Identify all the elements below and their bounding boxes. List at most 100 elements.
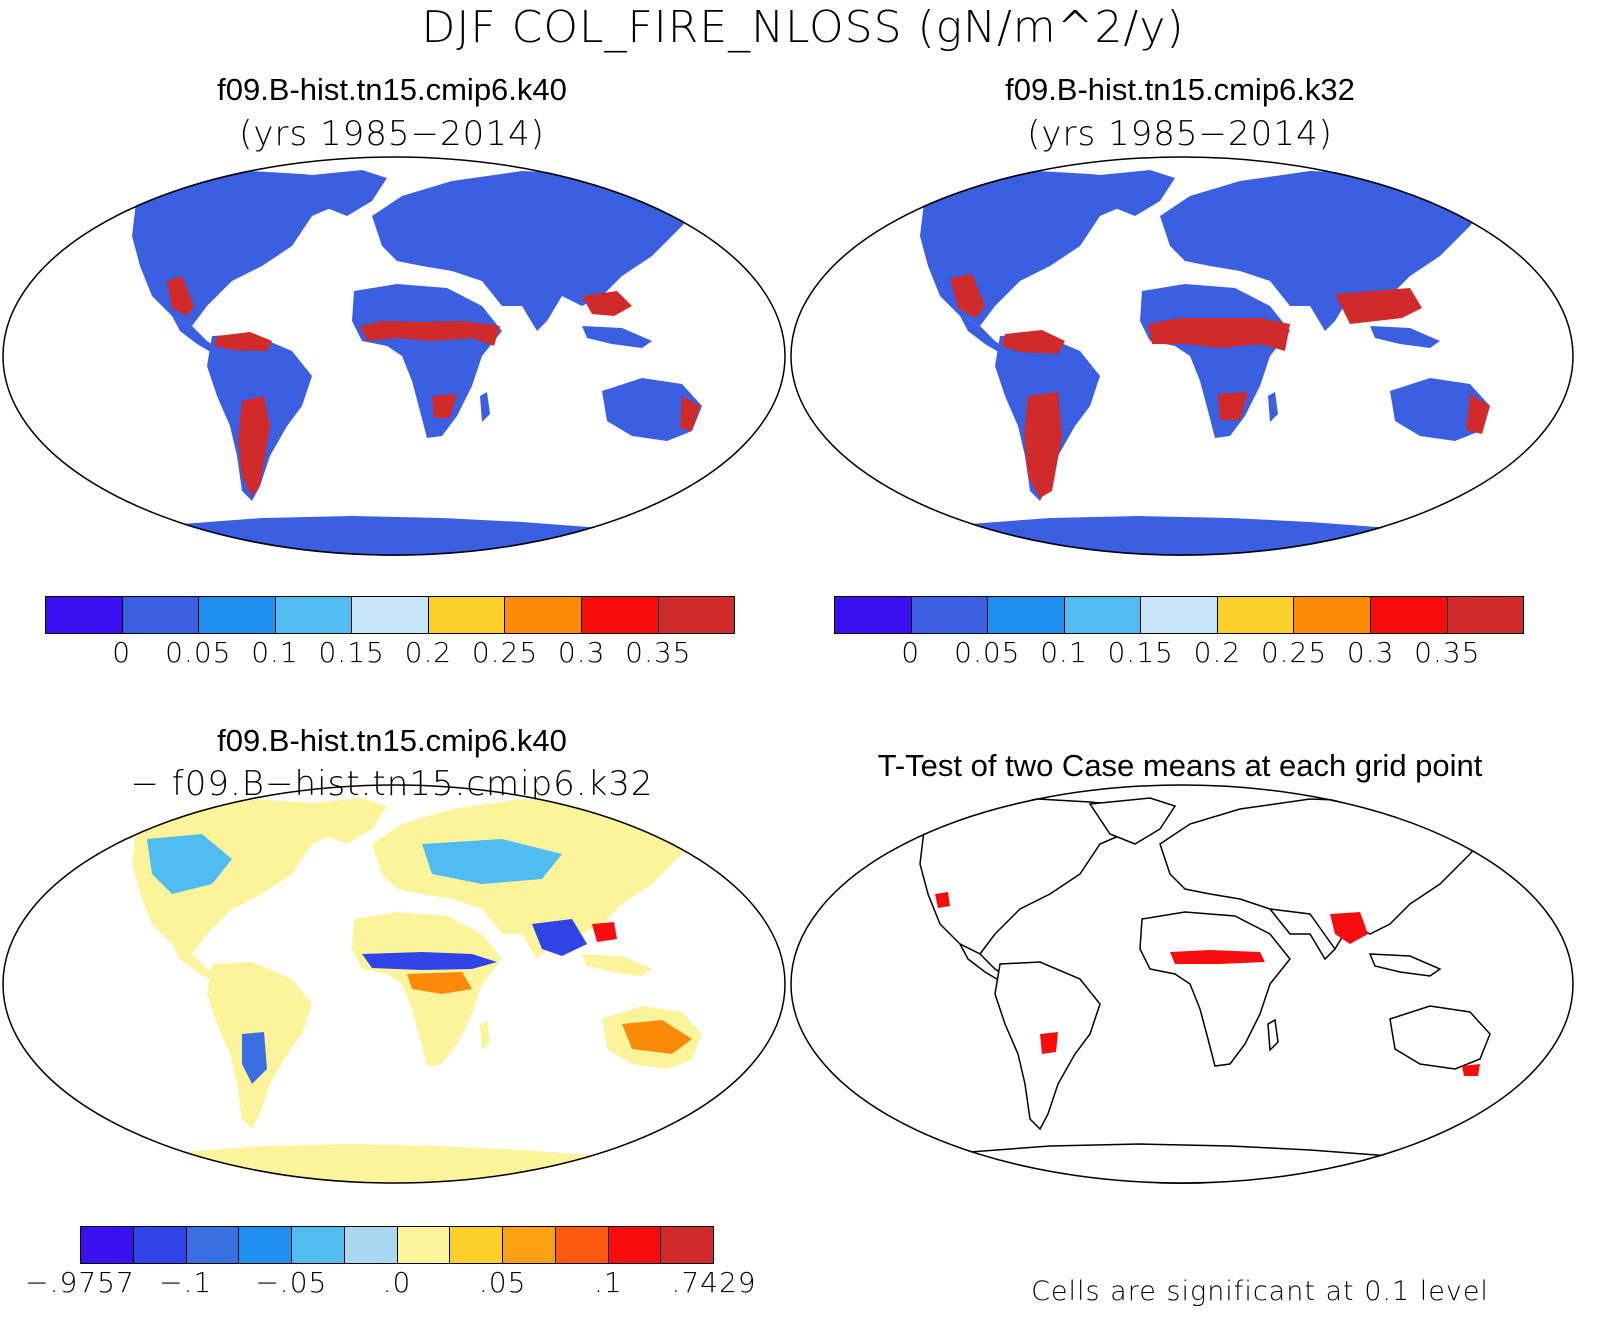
map-case2	[790, 156, 1574, 556]
colorbar-case1	[45, 596, 735, 634]
colorbar-tick-label: .05	[478, 1266, 527, 1299]
colorbar-tick-label: .1	[593, 1266, 623, 1299]
hotspot-mexico	[950, 274, 985, 318]
map-border	[2, 156, 786, 556]
hotspot-sahel	[1148, 318, 1290, 351]
continents-layer	[910, 170, 1490, 556]
colorbar-tick-label: 0.3	[557, 636, 606, 669]
hotspot-northern-south-america	[214, 332, 272, 351]
colorbar-tick-label: 0	[901, 636, 921, 669]
colorbar-swatch	[1064, 597, 1142, 633]
hotspot-eastern-australia	[680, 396, 700, 431]
colorbar-swatch	[239, 1227, 292, 1263]
hotspot-southern-south-america	[1024, 392, 1062, 498]
hotspot-southern-south-america	[238, 396, 270, 496]
colorbar-swatch	[661, 1227, 713, 1263]
colorbar-swatch	[581, 597, 659, 633]
hotspot-southeast-asia	[582, 291, 632, 316]
hotspot-southern-africa	[1218, 392, 1248, 420]
map-difference	[2, 784, 786, 1184]
map-border	[2, 784, 786, 1184]
colorbar-tick-label: 0.05	[954, 636, 1021, 669]
map-ttest	[790, 784, 1574, 1184]
panel-subtitle-case2: (yrs 1985−2014)	[1027, 114, 1333, 154]
colorbar-tick-label: .0	[382, 1266, 412, 1299]
colorbar-swatch	[81, 1227, 134, 1263]
negative-area-north-america	[147, 834, 232, 894]
significant-area-sahel	[1170, 950, 1265, 964]
colorbar-tick-label: 0.2	[404, 636, 453, 669]
significant-area-south-america	[1040, 1032, 1058, 1054]
hotspot-southern-africa	[432, 394, 457, 418]
significance-note: Cells are significant at 0.1 level	[1031, 1276, 1489, 1307]
colorbar-swatch	[428, 597, 506, 633]
colorbar-swatch	[186, 1227, 240, 1263]
panel-subtitle-case1: (yrs 1985−2014)	[239, 114, 545, 154]
negative-area-eurasia	[422, 839, 562, 884]
panel-title-difference: f09.B-hist.tn15.cmip6.k40	[217, 723, 567, 758]
panel-title-case2: f09.B-hist.tn15.cmip6.k32	[1005, 72, 1355, 107]
colorbar-swatch	[608, 1227, 662, 1263]
colorbar-swatch	[397, 1227, 451, 1263]
colorbar-tick-label: 0	[112, 636, 132, 669]
colorbar-swatch	[911, 597, 989, 633]
colorbar-swatch	[275, 597, 353, 633]
colorbar-tick-label: 0.2	[1193, 636, 1242, 669]
colorbar-swatch	[658, 597, 735, 633]
colorbar-tick-label: 0.35	[1414, 636, 1481, 669]
colorbar-swatch	[1294, 597, 1371, 633]
colorbar-swatch	[555, 1227, 609, 1263]
negative-area-south-america	[242, 1032, 267, 1084]
colorbar-swatch	[1370, 597, 1448, 633]
hotspot-eastern-australia	[1466, 394, 1490, 434]
colorbar-swatch	[344, 1227, 398, 1263]
colorbar-swatch	[503, 1227, 556, 1263]
positive-area-australia	[622, 1020, 692, 1054]
panel-subtitle-difference: − f09.B−hist.tn15.cmip6.k32	[130, 764, 654, 804]
hotspot-india-southeast-asia	[1335, 288, 1422, 324]
colorbar-tick-label: 0.1	[1040, 636, 1088, 669]
figure-title: DJF COL_FIRE_NLOSS (gN/m^2/y)	[421, 2, 1185, 53]
colorbar-swatch	[133, 1227, 187, 1263]
colorbar-tick-label: 0.1	[251, 636, 299, 669]
continents-layer	[122, 170, 702, 556]
colorbar-swatch	[46, 597, 123, 633]
continents-outline-layer	[909, 797, 1491, 1184]
colorbar-swatch	[1217, 597, 1295, 633]
significant-area-north-america	[935, 892, 950, 908]
colorbar-tick-label: 0.15	[1107, 636, 1174, 669]
colorbar-tick-label: .7429	[671, 1266, 757, 1299]
colorbar-case2	[834, 596, 1524, 634]
colorbar-swatch	[988, 597, 1065, 633]
hotspot-mexico	[167, 276, 194, 316]
colorbar-swatch	[1141, 597, 1218, 633]
negative-area-sahel	[362, 952, 497, 970]
positive-area-indochina	[592, 922, 617, 942]
map-case1	[2, 156, 786, 556]
hotspot-sahel	[360, 321, 500, 346]
colorbar-swatch	[199, 597, 276, 633]
colorbar-swatch	[1447, 597, 1524, 633]
colorbar-difference	[80, 1226, 714, 1264]
panel-title-case1: f09.B-hist.tn15.cmip6.k40	[217, 72, 567, 107]
colorbar-swatch	[835, 597, 912, 633]
colorbar-swatch	[122, 597, 200, 633]
colorbar-tick-label: −.05	[255, 1266, 328, 1299]
colorbar-tick-label: 0.25	[1260, 636, 1328, 669]
colorbar-tick-label: 0.15	[318, 636, 385, 669]
significant-area-australia	[1462, 1064, 1480, 1076]
hotspot-northern-south-america	[1002, 330, 1065, 354]
positive-area-central-africa	[407, 972, 472, 994]
map-border	[790, 156, 1574, 556]
colorbar-tick-label: 0.3	[1346, 636, 1395, 669]
colorbar-tick-label: 0.05	[165, 636, 232, 669]
colorbar-swatch	[352, 597, 429, 633]
significant-area-india	[1330, 912, 1368, 944]
colorbar-tick-label: −.9757	[25, 1266, 135, 1299]
colorbar-swatch	[450, 1227, 503, 1263]
colorbar-tick-label: 0.35	[625, 636, 692, 669]
colorbar-swatch	[505, 597, 582, 633]
colorbar-swatch	[292, 1227, 345, 1263]
map-border	[790, 784, 1574, 1184]
panel-title-ttest: T-Test of two Case means at each grid po…	[877, 748, 1483, 783]
